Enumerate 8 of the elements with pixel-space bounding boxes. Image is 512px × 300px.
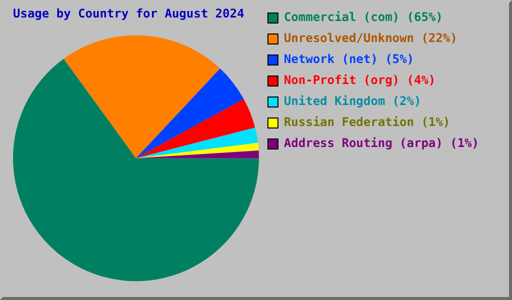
legend-label: Russian Federation (1%) xyxy=(284,115,450,130)
legend-label: Unresolved/Unknown (22%) xyxy=(284,31,458,46)
legend-label: United Kingdom (2%) xyxy=(284,94,422,108)
legend-label: Address Routing (arpa) (1%) xyxy=(284,136,480,150)
legend-label: Commercial (com) (65%) xyxy=(284,10,443,24)
legend-label: Non-Profit (org) (4%) xyxy=(284,73,436,88)
chart-title: Usage by Country for August 2024 xyxy=(13,6,244,20)
legend-label: Network (net) (5%) xyxy=(284,52,414,66)
